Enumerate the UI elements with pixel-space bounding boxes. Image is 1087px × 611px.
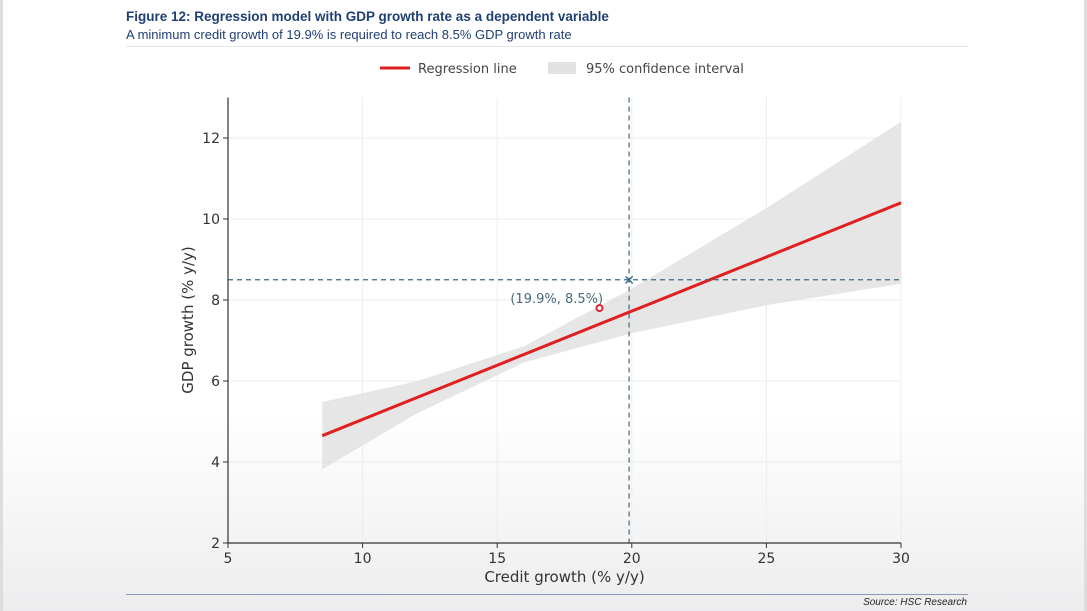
legend: Regression line 95% confidence interval (380, 62, 744, 77)
threshold-label: (19.9%, 8.5%) (510, 292, 603, 307)
marker-point (595, 304, 604, 313)
x-tick-label: 25 (757, 551, 775, 567)
x-tick-label: 10 (354, 551, 372, 567)
x-tick-label: 5 (224, 551, 233, 567)
y-tick-label: 8 (211, 293, 220, 309)
x-axis-label: Credit growth (% y/y) (484, 568, 644, 586)
legend-regression-label: Regression line (418, 62, 517, 77)
x-tick-label: 20 (623, 551, 641, 567)
y-tick-label: 6 (211, 374, 220, 390)
x-tick-label: 30 (892, 551, 910, 567)
background-shade (0, 411, 1087, 611)
y-axis-label: GDP growth (% y/y) (179, 246, 197, 393)
regression-line (321, 201, 902, 438)
right-edge (1084, 0, 1087, 611)
y-tick-label: 4 (211, 455, 220, 471)
figure-subtitle: A minimum credit growth of 19.9% is requ… (126, 27, 572, 42)
source-note: Source: HSC Research (863, 597, 967, 608)
y-tick-label: 2 (211, 536, 220, 552)
figure-title: Figure 12: Regression model with GDP gro… (126, 9, 609, 24)
legend-ci-label: 95% confidence interval (586, 62, 744, 77)
threshold-marker: ✕ (623, 273, 635, 289)
header-rule (126, 46, 968, 47)
y-tick-label: 10 (202, 212, 220, 228)
left-edge (0, 0, 3, 611)
footer-rule (126, 594, 968, 595)
legend-ci-swatch (548, 62, 576, 74)
x-tick-label: 15 (488, 551, 506, 567)
confidence-band (322, 121, 902, 470)
y-tick-label: 12 (202, 131, 220, 147)
